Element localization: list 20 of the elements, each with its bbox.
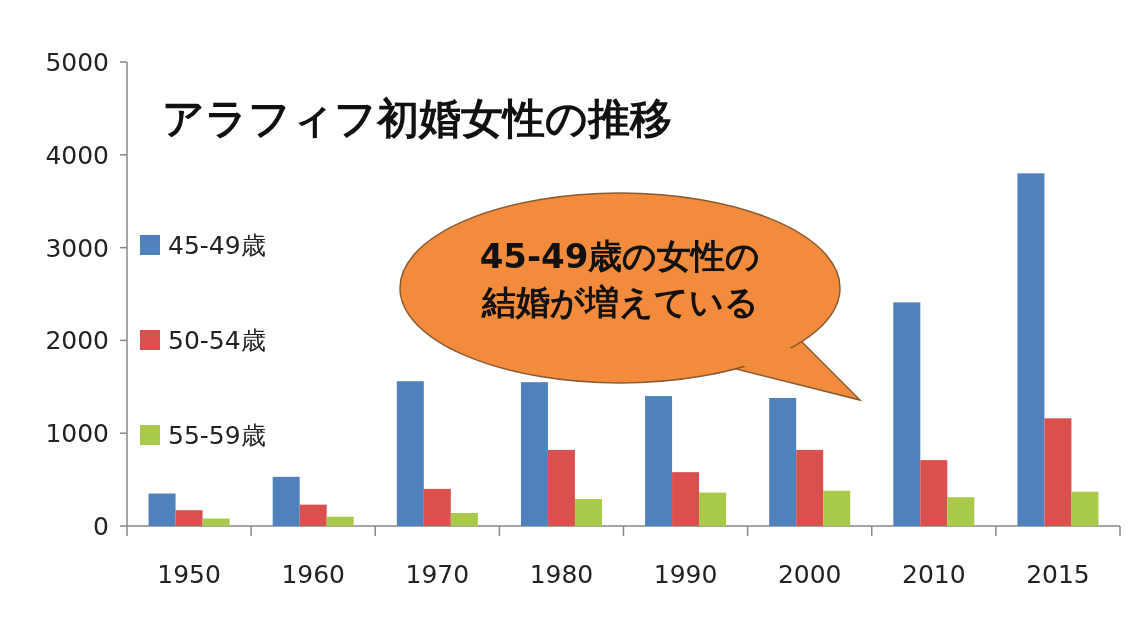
x-tick-label: 1990	[653, 560, 718, 589]
legend-label: 45-49歳	[168, 231, 266, 260]
legend-label: 50-54歳	[168, 326, 266, 355]
text: アラフィフ初婚女性の推移	[162, 94, 672, 143]
x-tick-label: 1950	[157, 560, 221, 589]
y-tick-label: 1000	[45, 419, 109, 449]
annotation: 結婚が増えている	[480, 282, 759, 322]
x-tick-label: 1980	[529, 560, 594, 589]
y-tick-label: 4000	[45, 140, 109, 170]
y-tick-label: 5000	[45, 48, 109, 77]
x-tick-label: 1960	[281, 560, 345, 589]
annotation: 45-49歳の女性の	[479, 236, 761, 276]
y-tick-label: 0	[93, 512, 109, 541]
x-tick-label: 2015	[1026, 560, 1090, 589]
y-tick-label: 2000	[45, 326, 109, 356]
x-tick-label: 1970	[405, 560, 470, 589]
x-tick-label: 2010	[902, 560, 966, 589]
y-tick-label: 3000	[45, 233, 109, 263]
x-tick-label: 2000	[777, 560, 842, 589]
legend-label: 55-59歳	[168, 421, 266, 450]
